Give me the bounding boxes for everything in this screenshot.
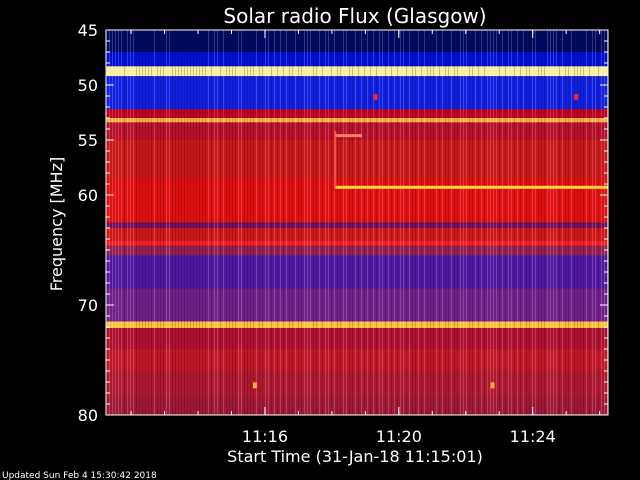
y-tick-label: 55 [78, 131, 98, 150]
emission-spot [373, 94, 378, 101]
y-tick-label: 80 [78, 406, 98, 425]
frequency-band [106, 349, 608, 371]
frequency-band [106, 228, 608, 242]
emission-spot [252, 382, 257, 389]
x-tick-label: 11:20 [376, 427, 422, 446]
plot-frame [105, 29, 609, 416]
frequency-band [106, 255, 608, 289]
frequency-band [106, 241, 608, 246]
onset-edge [334, 131, 337, 188]
emission-line [335, 185, 608, 189]
frequency-band [106, 245, 608, 256]
x-tick-label: 11:16 [242, 427, 288, 446]
updated-timestamp: Updated Sun Feb 4 15:30:42 2018 [2, 471, 157, 480]
heatmap-area [106, 30, 608, 415]
frequency-band [106, 288, 608, 322]
frequency-band [106, 371, 608, 399]
emission-spot [490, 382, 495, 389]
frequency-band [106, 328, 608, 349]
y-tick-label: 70 [78, 296, 98, 315]
emission-line [335, 134, 363, 138]
frequency-band [106, 52, 608, 67]
frequency-band [106, 30, 608, 52]
y-tick-label: 50 [78, 76, 98, 95]
chart-title: Solar radio Flux (Glasgow) [223, 4, 486, 28]
y-tick-label: 45 [78, 21, 98, 40]
frequency-band [106, 66, 608, 77]
heatmap-texture [106, 30, 608, 415]
x-tick-label: 11:24 [510, 427, 556, 446]
frequency-band [106, 109, 608, 118]
frequency-band [106, 398, 608, 415]
frequency-band [106, 118, 608, 123]
y-axis-label: Frequency [MHz] [47, 157, 66, 291]
frequency-band [106, 122, 608, 140]
x-axis-label: Start Time (31-Jan-18 11:15:01) [227, 447, 483, 466]
frequency-band [106, 140, 608, 179]
frequency-band [106, 222, 608, 228]
emission-spot [574, 94, 579, 101]
y-tick-label: 60 [78, 186, 98, 205]
frequency-band [106, 76, 608, 110]
frequency-band [106, 321, 608, 329]
